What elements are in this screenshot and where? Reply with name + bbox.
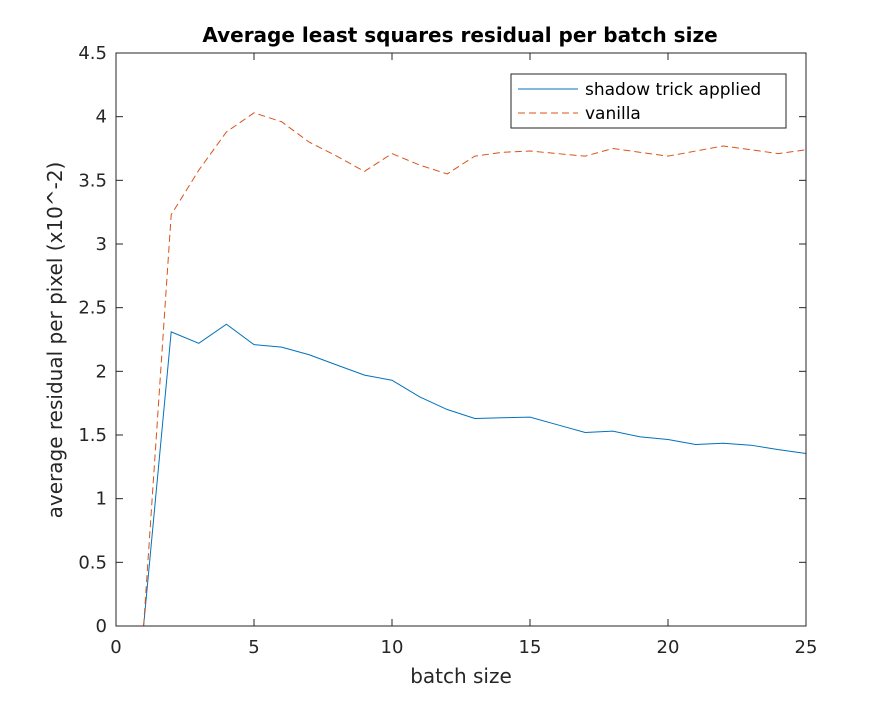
x-axis-ticks: 0 5 10 15 20 25: [110, 53, 817, 658]
y-tick-label: 1.5: [78, 425, 107, 446]
x-tick-label: 5: [248, 637, 259, 658]
x-axis-label: batch size: [410, 664, 512, 688]
series-line-vanilla: [143, 112, 807, 627]
y-axis-ticks: 0 0.5 1 1.5 2 2.5 3 3.5 4 4.5: [78, 43, 806, 637]
x-tick-label: 10: [381, 637, 404, 658]
y-tick-label: 3.5: [78, 170, 107, 191]
y-tick-label: 3: [96, 234, 107, 255]
chart-title: Average least squares residual per batch…: [202, 23, 717, 47]
legend: shadow trick applied vanilla: [510, 73, 787, 129]
y-tick-label: 1: [96, 489, 107, 510]
y-tick-label: 4: [96, 107, 107, 128]
y-tick-label: 4.5: [78, 43, 107, 64]
y-tick-label: 2.5: [78, 298, 107, 319]
x-tick-label: 20: [657, 637, 680, 658]
series-line-shadow-trick-applied: [143, 323, 807, 627]
axes-layer: [115, 52, 807, 627]
axes-box: [115, 52, 807, 627]
y-tick-label: 2: [96, 361, 107, 382]
x-tick-label: 25: [795, 637, 818, 658]
y-tick-label: 0.5: [78, 552, 107, 573]
legend-label-vanilla: vanilla: [585, 104, 641, 124]
plot-area: [116, 53, 806, 626]
legend-label-shadow-trick: shadow trick applied: [585, 80, 761, 100]
y-tick-label: 0: [96, 616, 107, 637]
y-axis-label: average residual per pixel (x10^-2): [43, 162, 67, 519]
series-layer: [143, 112, 807, 627]
x-tick-label: 15: [519, 637, 542, 658]
x-tick-label: 0: [110, 637, 121, 658]
legend-box: [510, 73, 787, 129]
